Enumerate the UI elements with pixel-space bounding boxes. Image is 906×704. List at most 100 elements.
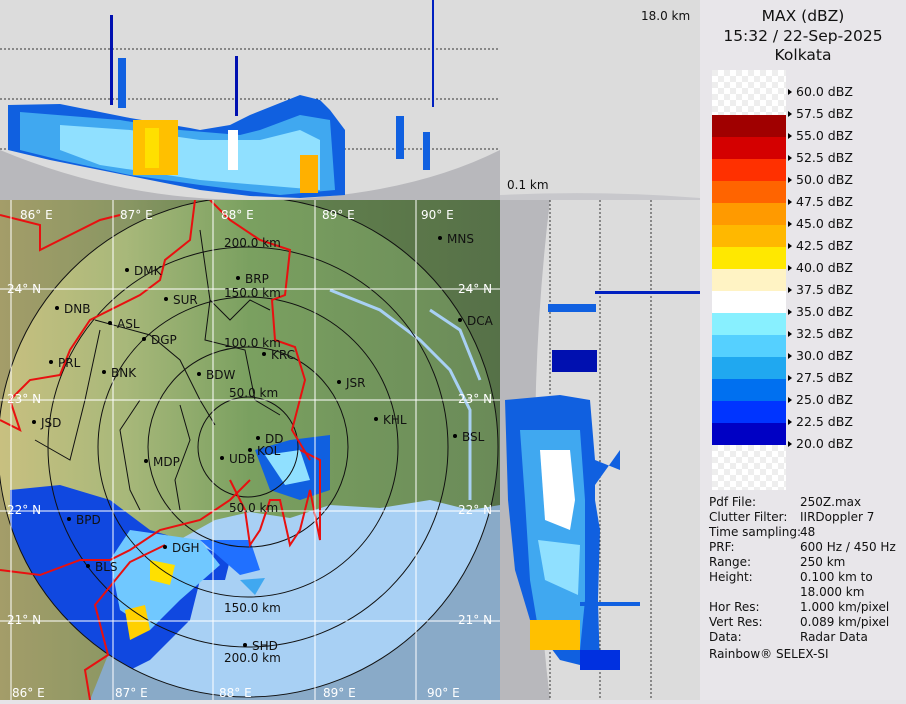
- city-label: MNS: [447, 232, 474, 246]
- color-scale-label: 20.0 dBZ: [788, 436, 853, 451]
- color-scale-label: 57.5 dBZ: [788, 106, 853, 121]
- city-dot: [248, 448, 252, 452]
- metadata-value: 0.089 km/pixel: [800, 615, 890, 629]
- max-height-label: 18.0 km: [641, 9, 691, 23]
- color-band: [712, 313, 786, 335]
- city-dot: [67, 517, 71, 521]
- lat-label-right: 23° N: [458, 392, 492, 406]
- color-band: [712, 357, 786, 379]
- city-dot: [197, 372, 201, 376]
- metadata-row: Data: Radar Data: [709, 630, 868, 644]
- city-label: BLS: [95, 560, 118, 574]
- color-scale-label: 32.5 dBZ: [788, 326, 853, 341]
- legend-below-range: [712, 445, 786, 490]
- city-dot: [164, 297, 168, 301]
- city-label: KOL: [257, 444, 281, 458]
- metadata-row: Vert Res: 0.089 km/pixel: [709, 615, 889, 629]
- city-dot: [108, 321, 112, 325]
- metadata-key: Data:: [709, 630, 742, 644]
- color-band: [712, 203, 786, 225]
- metadata-value: 48: [800, 525, 816, 539]
- city-label: DNB: [64, 302, 90, 316]
- city-dot: [374, 417, 378, 421]
- city-dot: [243, 643, 247, 647]
- metadata-row: Clutter Filter: IIRDoppler 7: [709, 510, 874, 524]
- color-band: [712, 291, 786, 313]
- city-label: DGH: [172, 541, 200, 555]
- radar-map: 86° E 87° E 88° E 89° E 90° E 86° E 87° …: [0, 196, 500, 701]
- metadata-key: Pdf File:: [709, 495, 757, 509]
- color-scale-label: 30.0 dBZ: [788, 348, 853, 363]
- city-dot: [220, 456, 224, 460]
- ground-shadow: [0, 150, 500, 200]
- metadata-key: Hor Res:: [709, 600, 760, 614]
- range-label: 150.0 km: [224, 601, 281, 615]
- city-label: BNK: [111, 366, 137, 380]
- district-boundaries: [34, 229, 281, 511]
- city-markers: MNS DMK BRP DNB SUR ASL DGP KRC JSR BNK BDW PRL DCA K…: [32, 232, 494, 653]
- lon-label-bottom: 87° E: [115, 686, 148, 700]
- range-label: 200.0 km: [224, 651, 281, 665]
- legend-panel: MAX (dBZ) 15:32 / 22-Sep-2025 Kolkata 60…: [700, 0, 906, 700]
- color-scale-label: 52.5 dBZ: [788, 150, 853, 165]
- city-label: SHD: [252, 639, 278, 653]
- color-band: [712, 423, 786, 445]
- legend-above-range: [712, 70, 786, 115]
- city-label: BSL: [462, 430, 485, 444]
- lon-label-bottom: 89° E: [323, 686, 356, 700]
- metadata-value: 0.100 km to: [800, 570, 873, 584]
- city-label: SUR: [173, 293, 198, 307]
- lat-label-left: 22° N: [7, 503, 41, 517]
- city-dot: [438, 236, 442, 240]
- side-cross-section-plot: [500, 200, 700, 700]
- metadata-value: 600 Hz / 450 Hz: [800, 540, 896, 554]
- color-band: [712, 269, 786, 291]
- color-scale-label: 37.5 dBZ: [788, 282, 853, 297]
- city-dot: [125, 268, 129, 272]
- city-label: DGP: [151, 333, 177, 347]
- metadata-row: PRF: 600 Hz / 450 Hz: [709, 540, 896, 554]
- city-dot: [55, 306, 59, 310]
- metadata-key: PRF:: [709, 540, 735, 554]
- lon-label-bottom: 88° E: [219, 686, 252, 700]
- color-scale-label: 47.5 dBZ: [788, 194, 853, 209]
- city-dot: [49, 360, 53, 364]
- out-of-range-mask: [0, 197, 500, 700]
- color-band: [712, 225, 786, 247]
- lon-label-top: 86° E: [20, 208, 53, 222]
- city-label: JSR: [345, 376, 366, 390]
- color-band: [712, 247, 786, 269]
- metadata-key: Vert Res:: [709, 615, 763, 629]
- city-label: KHL: [383, 413, 407, 427]
- footer-credit: Rainbow® SELEX-SI: [709, 647, 829, 661]
- echo-profile: [8, 0, 434, 198]
- color-scale-label: 22.5 dBZ: [788, 414, 853, 429]
- metadata-key: Clutter Filter:: [709, 510, 788, 524]
- city-dot: [262, 352, 266, 356]
- color-scale-label: 25.0 dBZ: [788, 392, 853, 407]
- city-label: DMK: [134, 264, 163, 278]
- lat-label-right: 24° N: [458, 282, 492, 296]
- north-south-cross-section: [0, 0, 500, 200]
- lon-label-top: 90° E: [421, 208, 454, 222]
- graticule: [0, 200, 500, 700]
- color-band: [712, 159, 786, 181]
- city-label: ASL: [117, 317, 140, 331]
- city-dot: [453, 434, 457, 438]
- lat-label-right: 21° N: [458, 613, 492, 627]
- echo-profile: [505, 291, 700, 670]
- color-scale-label: 35.0 dBZ: [788, 304, 853, 319]
- lon-label-top: 89° E: [322, 208, 355, 222]
- city-label: MDP: [153, 455, 180, 469]
- metadata-value: 18.000 km: [800, 585, 865, 599]
- range-label: 50.0 km: [229, 386, 278, 400]
- city-dot: [337, 380, 341, 384]
- range-label: 50.0 km: [229, 501, 278, 515]
- color-scale-label: 60.0 dBZ: [788, 84, 853, 99]
- metadata-key: Time sampling:: [709, 525, 802, 539]
- city-label: DCA: [467, 314, 494, 328]
- color-band: [712, 379, 786, 401]
- station-name: Kolkata: [774, 46, 832, 64]
- city-dot: [256, 436, 260, 440]
- city-label: UDB: [229, 452, 255, 466]
